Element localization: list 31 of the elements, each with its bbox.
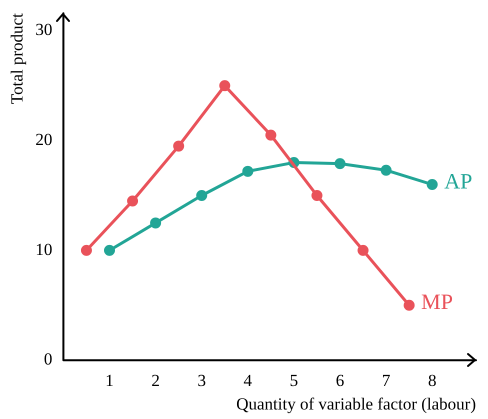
- x-tick-label: 2: [151, 370, 160, 390]
- point: [311, 190, 322, 201]
- x-tick-label: 6: [336, 370, 344, 390]
- x-tick-label: 5: [290, 370, 298, 390]
- x-tick-label: 4: [244, 370, 253, 390]
- point: [219, 80, 230, 92]
- x-tick-label: 8: [428, 370, 436, 390]
- x-tick-label: 3: [197, 370, 206, 390]
- point: [80, 244, 92, 256]
- point: [150, 217, 162, 228]
- point: [173, 140, 184, 152]
- x-tick-label: 1: [105, 370, 114, 390]
- point: [196, 190, 208, 201]
- point: [404, 300, 415, 311]
- point: [242, 166, 254, 177]
- series-label: AP: [444, 168, 472, 194]
- point: [358, 244, 369, 256]
- y-tick-label: 30: [35, 20, 52, 40]
- x-tick-label: 7: [382, 370, 391, 390]
- point: [127, 195, 138, 206]
- point: [334, 158, 346, 170]
- series-label: MP: [421, 289, 453, 314]
- point: [426, 179, 438, 190]
- y-tick-label: 20: [35, 130, 52, 150]
- point: [380, 164, 392, 176]
- y-tick-label: 10: [35, 240, 52, 259]
- point: [265, 130, 276, 141]
- y-axis-title: Total product: [8, 12, 27, 104]
- y-tick-label: 0: [44, 350, 52, 369]
- point: [104, 244, 115, 256]
- x-axis-title: Quantity of variable factor (labour): [236, 394, 476, 414]
